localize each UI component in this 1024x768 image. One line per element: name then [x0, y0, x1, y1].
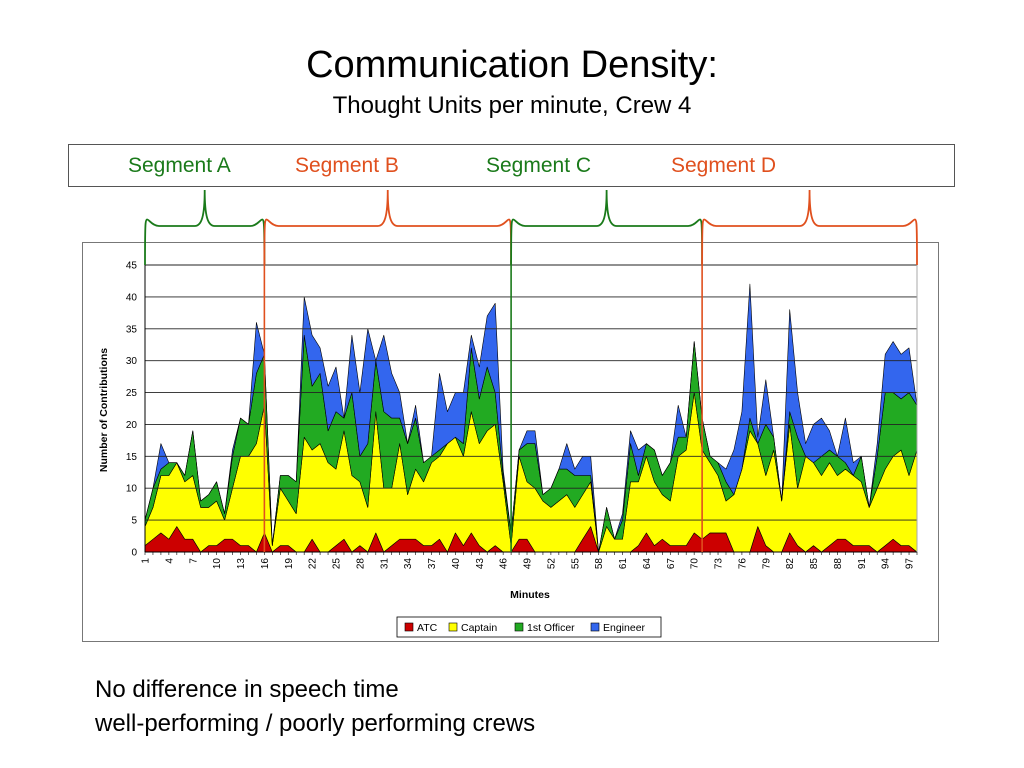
legend-swatch [514, 622, 524, 632]
y-tick-label: 25 [126, 388, 138, 399]
slide-subtitle: Thought Units per minute, Crew 4 [332, 92, 692, 119]
segment-label-box [68, 144, 955, 187]
x-tick-label: 82 [785, 558, 796, 570]
x-tick-label: 22 [308, 558, 319, 570]
x-tick-label: 46 [499, 558, 510, 570]
x-tick-label: 19 [284, 558, 295, 570]
x-tick-label: 34 [403, 558, 414, 570]
legend-swatch [404, 622, 414, 632]
x-tick-label: 13 [236, 558, 247, 570]
legend-swatch [448, 622, 458, 632]
x-tick-label: 79 [761, 558, 772, 570]
legend-box [396, 616, 662, 638]
footer-line-2: well-performing / poorly performing crew… [95, 710, 536, 737]
legend-label: Engineer [603, 622, 646, 634]
segment-c-label: Segment C [486, 154, 592, 177]
x-tick-label: 91 [857, 558, 868, 570]
x-tick-label: 88 [833, 558, 844, 570]
segment-a-label: Segment A [128, 154, 231, 177]
x-tick-label: 7 [188, 558, 199, 564]
y-tick-label: 35 [126, 324, 138, 335]
segment-d-label: Segment D [671, 154, 777, 177]
slide-title: Communication Density: [306, 44, 718, 86]
x-tick-label: 52 [546, 558, 557, 570]
x-tick-label: 85 [809, 558, 820, 570]
segment-brace-c [510, 189, 704, 266]
x-tick-label: 43 [475, 558, 486, 570]
segment-b-label: Segment B [295, 154, 399, 177]
x-axis-label: Minutes [510, 589, 550, 601]
x-tick-label: 4 [164, 558, 175, 564]
x-tick-label: 58 [594, 558, 605, 570]
x-tick-label: 97 [905, 558, 916, 570]
legend-label: Captain [461, 622, 497, 634]
y-tick-label: 45 [126, 261, 138, 272]
footer-line-1: No difference in speech time [95, 676, 399, 703]
x-tick-label: 64 [642, 558, 653, 570]
x-tick-label: 94 [881, 558, 892, 570]
x-tick-label: 73 [714, 558, 725, 570]
y-tick-label: 0 [131, 548, 137, 559]
y-tick-label: 20 [126, 420, 138, 431]
x-tick-label: 31 [379, 558, 390, 570]
y-tick-label: 15 [126, 452, 138, 463]
segment-brace-b [263, 189, 513, 266]
chart-legend: ATC Captain 1st Officer Engineer [396, 616, 662, 638]
x-tick-label: 67 [666, 558, 677, 570]
x-tick-label: 10 [212, 558, 223, 570]
x-tick-label: 25 [332, 558, 343, 570]
y-tick-label: 10 [126, 484, 138, 495]
x-tick-label: 55 [570, 558, 581, 570]
x-tick-label: 61 [618, 558, 629, 570]
x-tick-label: 76 [737, 558, 748, 570]
y-tick-label: 30 [126, 356, 138, 367]
plot-area [144, 264, 918, 553]
x-tick-label: 1 [141, 558, 152, 564]
segment-brace-a [144, 189, 266, 266]
x-tick-label: 16 [260, 558, 271, 570]
x-axis-ticks: 1 4 7 10 13 16 19 22 25 28 31 34 37 40 43 46 49 52 55 58 61 6… [141, 552, 918, 569]
legend-swatch [590, 622, 600, 632]
x-tick-label: 28 [355, 558, 366, 570]
x-tick-label: 49 [523, 558, 534, 570]
legend-label: 1st Officer [527, 622, 575, 634]
y-axis-label: Number of Contributions [98, 348, 110, 472]
x-tick-label: 40 [451, 558, 462, 570]
x-tick-label: 70 [690, 558, 701, 570]
segment-brace-d [701, 189, 918, 266]
y-tick-label: 5 [131, 516, 137, 527]
legend-label: ATC [417, 622, 438, 634]
y-tick-label: 40 [126, 292, 138, 303]
x-tick-label: 37 [427, 558, 438, 570]
segment-braces [144, 189, 918, 552]
y-axis-ticks: 0 5 10 15 20 25 30 35 40 45 [126, 261, 138, 559]
